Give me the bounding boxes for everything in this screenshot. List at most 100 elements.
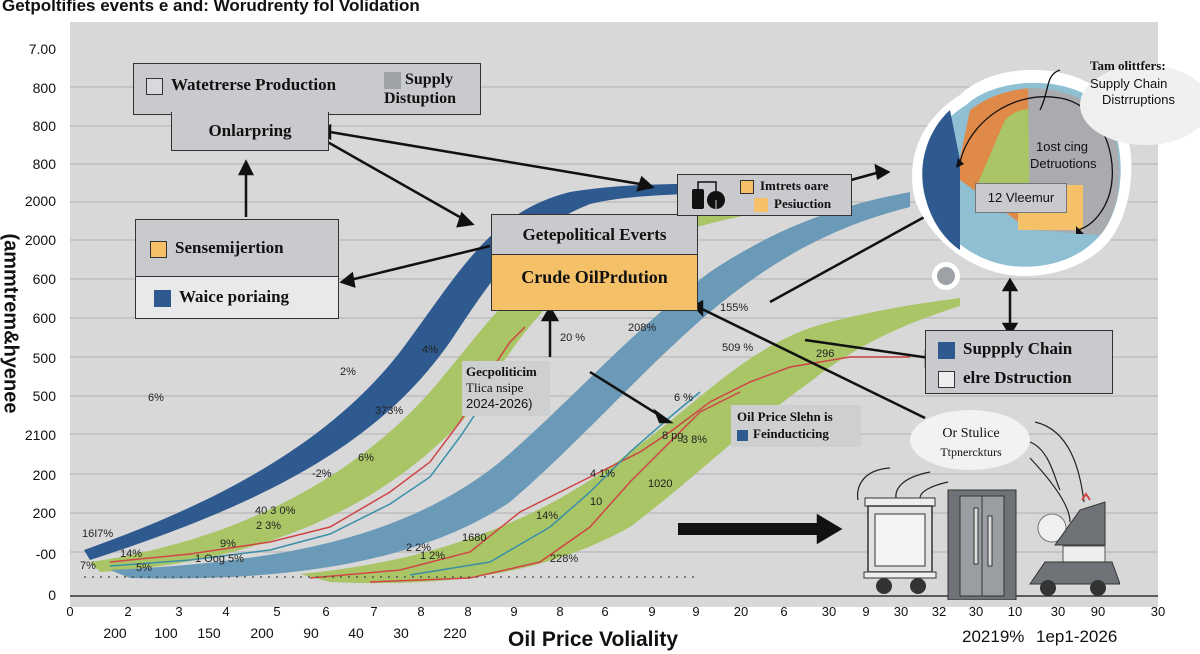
gas-cylinder-icon <box>692 181 725 209</box>
legend-item-supply-disruption: Supply Distuption <box>384 71 457 107</box>
x-tick: 90 <box>303 625 319 641</box>
production-legend-box: Watetrerse Production Supply Distuption <box>133 63 481 115</box>
bubble-caption: Tam olittfers: <box>1090 58 1166 73</box>
y-tick: 0 <box>48 587 56 603</box>
supply-chain-legend: Suppply Chain elre Dstruction <box>925 330 1113 394</box>
x-tick: 30 <box>968 604 984 619</box>
y-tick: 600 <box>32 271 56 287</box>
y-tick: 7.00 <box>28 41 56 57</box>
white-square-icon <box>146 77 163 95</box>
data-label: 4% <box>422 344 438 356</box>
orange-square-icon <box>754 198 768 213</box>
legend-item-production: Watetrerse Production <box>146 75 336 95</box>
data-label: 2 3% <box>256 520 282 532</box>
red-trend-line-2 <box>309 356 910 579</box>
y-tick: 2100 <box>24 427 56 443</box>
legend-item-sensemijertion: Sensemijertion <box>136 220 338 277</box>
x-axis-label: Oil Price Voliality <box>508 628 679 651</box>
bubble-caption-2: Supply Chain Distrruptions <box>1090 76 1175 107</box>
geopolitical-events-header: Getepolitical Everts <box>492 215 697 255</box>
teal-trend-line-2 <box>409 391 701 576</box>
x-tick: 30 <box>393 625 409 641</box>
data-label: 1680 <box>462 532 487 544</box>
oil-price-legend: Oil Price Slehn is Feinducticing <box>731 405 861 447</box>
x-tick: 10 <box>1007 604 1023 619</box>
icon-legend-box: Imtrets oare Pesiuction <box>677 174 852 216</box>
vleemur-tag: 12 Vleemur <box>975 183 1067 213</box>
data-label: 20 % <box>560 332 586 344</box>
y-tick: 500 <box>32 388 56 404</box>
x-tick: 6 <box>601 604 609 619</box>
x-tick: 30 <box>1050 604 1066 619</box>
data-label: 6 % <box>674 392 693 404</box>
x-tick: 5 <box>273 604 281 619</box>
y-tick: 200 <box>32 505 56 521</box>
machine-bubble-label: Or Stulice Ttpnerckturs <box>940 426 1002 459</box>
data-label: 509 % <box>722 342 754 354</box>
steel-band <box>110 192 910 579</box>
bubble-inner-label: 1ost cing Detruotions <box>1030 139 1097 171</box>
data-label: 1 2% <box>420 550 446 562</box>
x-tick: 8 <box>417 604 425 619</box>
data-label: 3 8% <box>682 434 708 446</box>
data-label: 8 pg <box>662 430 684 442</box>
green-band <box>90 190 830 572</box>
x-tick: 9 <box>692 604 700 619</box>
x-tick: 2 <box>124 604 132 619</box>
x-tick: 200 <box>103 625 127 641</box>
y-tick: -00 <box>35 546 56 562</box>
data-label: -2% <box>312 468 332 480</box>
data-label: 296 <box>816 348 835 360</box>
green-band-2 <box>300 298 960 584</box>
orange-square-icon <box>740 180 754 195</box>
x-tick: 20 <box>733 604 749 619</box>
y-tick: 500 <box>32 350 56 366</box>
chart-title: Getpoltifies events e and: Worudrenty fo… <box>2 0 420 15</box>
data-label: 40 3 0% <box>255 505 296 517</box>
supply-chain-bubble <box>912 65 1200 290</box>
x-tick: 32 <box>931 604 947 619</box>
data-label: 228% <box>550 553 579 565</box>
onlarpring-box: Onlarpring <box>171 112 329 151</box>
red-trend-line <box>109 326 526 563</box>
red-trend-line-3 <box>369 391 741 583</box>
x-tick: 3 <box>175 604 183 619</box>
x-tick: 9 <box>510 604 518 619</box>
x-tick: 4 <box>222 604 230 619</box>
y-tick: 200 <box>32 467 56 483</box>
x-tick: 6 <box>322 604 330 619</box>
x-tick: 30 <box>893 604 909 619</box>
x-axis-note-date-range: 1ep1-2026 <box>1036 627 1118 646</box>
legend-item-destruction: elre Dstruction <box>938 368 1072 388</box>
x-tick: 30 <box>821 604 837 619</box>
data-label: 6% <box>148 392 164 404</box>
legend-item-supply-chain: Suppply Chain <box>938 339 1072 359</box>
data-label: 1020 <box>648 478 673 490</box>
legend-item-pesiuction: Pesiuction <box>754 196 831 213</box>
data-label: 16I7% <box>82 528 114 540</box>
geopolitical-timeline-note: Gecpoliticim Tlica nsipe 2024-2026) <box>462 361 550 416</box>
data-label: 5% <box>136 562 152 574</box>
white-square-icon <box>938 370 955 388</box>
x-tick: 8 <box>464 604 472 619</box>
data-label: 2 2% <box>406 542 432 554</box>
data-label: 4 1% <box>590 468 616 480</box>
data-label: 7% <box>80 560 96 572</box>
x-tick: 30 <box>1150 604 1166 619</box>
x-tick: 220 <box>443 625 467 641</box>
x-tick: 90 <box>1090 604 1106 619</box>
y-tick: 2000 <box>24 193 56 209</box>
x-tick: 6 <box>780 604 788 619</box>
crude-oil-production-label: Crude OilPrdution <box>521 267 668 287</box>
data-label: 208% <box>628 322 657 334</box>
x-tick: 9 <box>862 604 870 619</box>
y-tick: 800 <box>32 156 56 172</box>
x-tick: 100 <box>154 625 178 641</box>
x-tick: 9 <box>648 604 656 619</box>
y-tick: 600 <box>32 310 56 326</box>
data-label: 2% <box>340 366 356 378</box>
y-tick: 800 <box>32 80 56 96</box>
data-label: 14% <box>536 510 559 522</box>
machinery-illustration <box>856 410 1120 600</box>
x-tick: 0 <box>66 604 74 619</box>
